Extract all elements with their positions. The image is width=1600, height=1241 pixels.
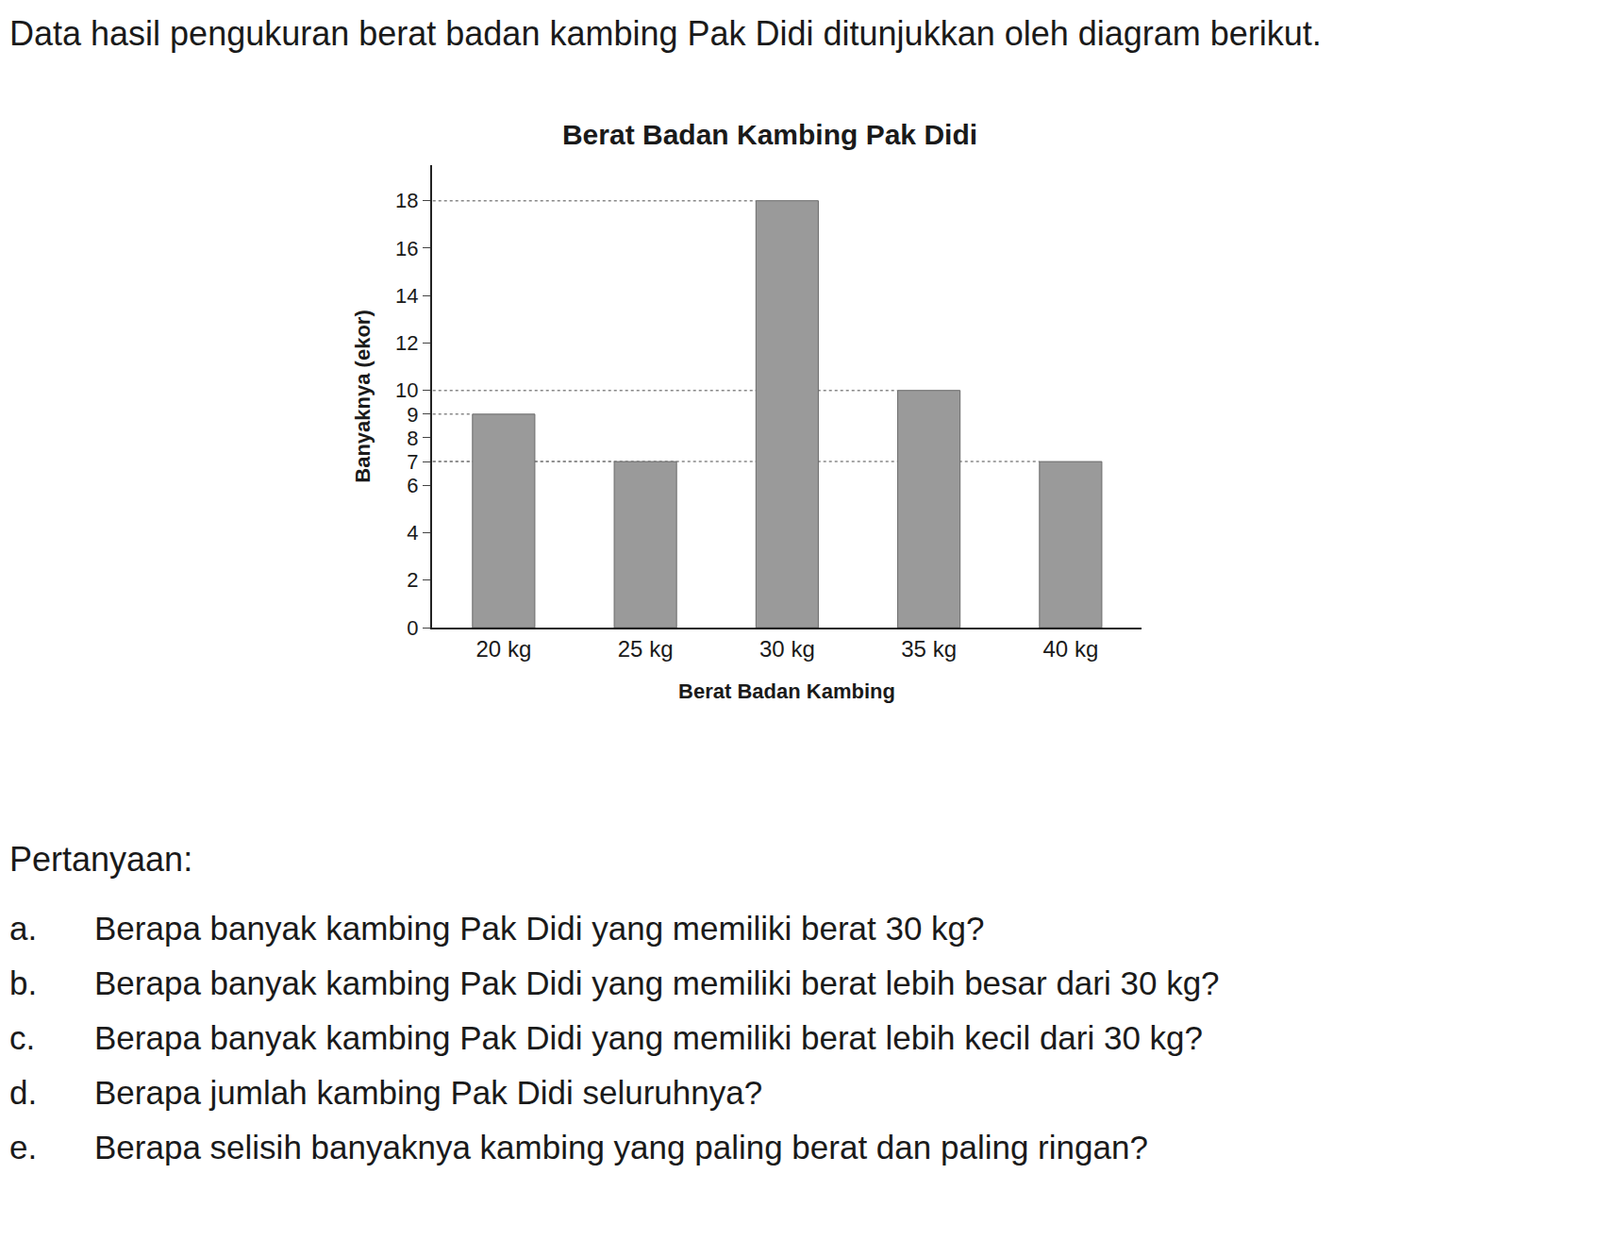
svg-text:Berat Badan Kambing: Berat Badan Kambing bbox=[678, 679, 896, 703]
svg-text:7: 7 bbox=[406, 450, 418, 474]
svg-text:10: 10 bbox=[395, 378, 418, 402]
svg-text:2: 2 bbox=[406, 567, 418, 592]
svg-text:16: 16 bbox=[395, 236, 418, 261]
svg-text:14: 14 bbox=[395, 283, 418, 308]
svg-text:35 kg: 35 kg bbox=[900, 635, 957, 662]
svg-text:4: 4 bbox=[406, 520, 418, 545]
svg-text:40 kg: 40 kg bbox=[1043, 635, 1100, 662]
svg-text:Banyaknya (ekor): Banyaknya (ekor) bbox=[350, 309, 375, 483]
svg-text:25 kg: 25 kg bbox=[617, 635, 674, 662]
html-text:Data hasil pengukuran berat ba: Data hasil pengukuran berat badan kambin… bbox=[9, 14, 1322, 53]
html-text:Pertanyaan:: Pertanyaan: bbox=[9, 839, 193, 879]
html-text:a.: a. bbox=[9, 909, 37, 947]
html-text:c.: c. bbox=[9, 1018, 36, 1056]
svg-text:12: 12 bbox=[395, 331, 418, 355]
svg-text:6: 6 bbox=[406, 473, 418, 498]
svg-text:18: 18 bbox=[395, 188, 418, 213]
html-text:d.: d. bbox=[9, 1073, 37, 1111]
html-text:Berapa banyak kambing Pak Didi: Berapa banyak kambing Pak Didi yang memi… bbox=[94, 1018, 1203, 1056]
html-text:b.: b. bbox=[9, 964, 37, 1001]
svg-text:8: 8 bbox=[406, 426, 418, 450]
svg-text:20 kg: 20 kg bbox=[476, 635, 533, 662]
svg-text:0: 0 bbox=[406, 616, 418, 640]
html-text:Berapa selisih banyaknya kambi: Berapa selisih banyaknya kambing yang pa… bbox=[94, 1128, 1149, 1166]
html-text:Berapa banyak kambing Pak Didi: Berapa banyak kambing Pak Didi yang memi… bbox=[94, 909, 985, 947]
svg-text:9: 9 bbox=[406, 402, 418, 427]
html-text:Berapa jumlah kambing Pak Didi: Berapa jumlah kambing Pak Didi seluruhny… bbox=[94, 1073, 763, 1111]
html-text:e.: e. bbox=[9, 1128, 37, 1166]
svg-text:Berat Badan Kambing Pak Didi: Berat Badan Kambing Pak Didi bbox=[562, 118, 978, 150]
html-text:Berapa banyak kambing Pak Didi: Berapa banyak kambing Pak Didi yang memi… bbox=[94, 964, 1220, 1001]
svg-text:30 kg: 30 kg bbox=[759, 635, 816, 662]
